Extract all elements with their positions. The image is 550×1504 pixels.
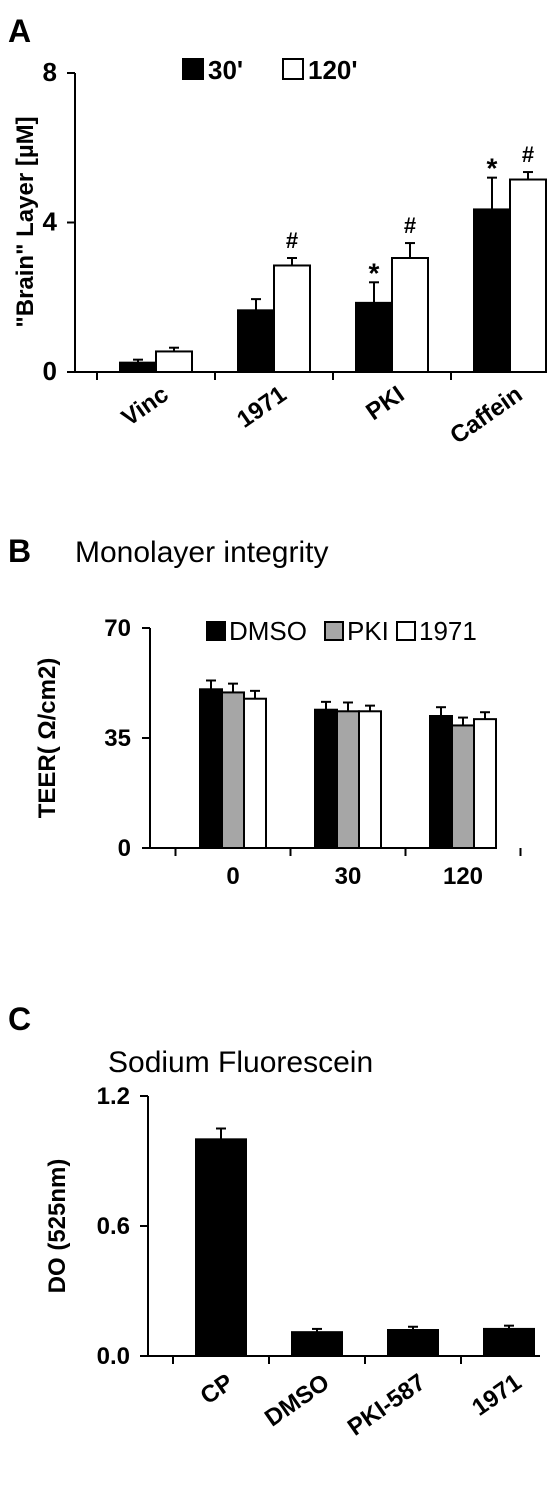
category-label: Caffein <box>445 381 527 450</box>
significance-mark: # <box>522 142 534 167</box>
y-axis-label: DO (525nm) <box>44 1159 71 1294</box>
significance-mark: # <box>286 228 298 253</box>
significance-mark: # <box>404 213 416 238</box>
bar-30-PKI <box>355 301 393 374</box>
y-tick-label: 0 <box>118 835 131 862</box>
bar-30-Vinc <box>119 361 157 373</box>
bar-series-DMSO <box>291 1331 343 1357</box>
panel-letter-A: A <box>8 13 31 49</box>
bar-1971-0 <box>243 697 267 850</box>
bar-30-Caffein <box>473 208 511 373</box>
legend-label: PKI <box>347 616 389 646</box>
y-tick-label: 8 <box>43 57 57 87</box>
bar-series-PKI587 <box>387 1329 439 1357</box>
bar-30-1971 <box>237 309 275 373</box>
legend-label: 120' <box>308 55 358 85</box>
legend-swatch <box>182 58 204 80</box>
panel-letter-C: C <box>8 1001 31 1037</box>
y-tick-label: 1.2 <box>97 1083 130 1110</box>
category-label: Vinc <box>117 381 174 432</box>
bar-PKI-30 <box>336 710 360 849</box>
chart-title: Monolayer integrity <box>75 536 328 569</box>
y-tick-label: 35 <box>104 725 131 752</box>
legend-swatch <box>324 621 344 641</box>
panel-letter-B: B <box>8 533 31 569</box>
significance-mark: * <box>487 153 498 184</box>
bar-120-Caffein <box>509 178 547 373</box>
legend-swatch <box>282 58 304 80</box>
y-axis-label: "Brain" Layer [µM] <box>12 116 39 327</box>
category-label: 120 <box>443 863 483 890</box>
y-tick-label: 0.6 <box>97 1213 130 1240</box>
legend-label: 1971 <box>419 616 477 646</box>
category-label: CP <box>196 1369 239 1410</box>
category-label: 0 <box>226 863 239 890</box>
y-axis-label: TEER( Ω/cm2) <box>34 658 61 819</box>
bar-DMSO-120 <box>429 715 453 849</box>
legend-label: DMSO <box>229 616 307 646</box>
y-tick-label: 0.0 <box>97 1343 130 1370</box>
category-label: 30 <box>335 863 362 890</box>
category-label: DMSO <box>260 1369 334 1432</box>
bar-series-1971 <box>483 1327 535 1357</box>
bar-120-1971 <box>273 264 311 374</box>
bar-DMSO-0 <box>199 688 223 849</box>
legend-label: 30' <box>208 55 243 85</box>
significance-mark: * <box>369 257 380 288</box>
legend-swatch <box>206 621 226 641</box>
y-tick-label: 4 <box>43 207 58 237</box>
bar-PKI-0 <box>221 691 245 850</box>
bar-PKI-120 <box>451 724 475 850</box>
bar-120-Vinc <box>155 350 193 374</box>
bar-DMSO-30 <box>314 708 338 850</box>
legend-swatch <box>396 621 416 641</box>
bar-120-PKI <box>391 257 429 374</box>
bar-1971-30 <box>358 710 382 849</box>
y-tick-label: 0 <box>43 356 57 386</box>
bar-series-CP <box>195 1138 247 1358</box>
chart-title: Sodium Fluorescein <box>108 1046 373 1079</box>
y-tick-label: 70 <box>104 615 131 642</box>
category-label: 1971 <box>232 381 291 434</box>
category-label: 1971 <box>467 1369 526 1422</box>
category-label: PKI-587 <box>343 1369 431 1442</box>
category-label: PKI <box>361 381 409 426</box>
bar-1971-120 <box>473 718 497 850</box>
